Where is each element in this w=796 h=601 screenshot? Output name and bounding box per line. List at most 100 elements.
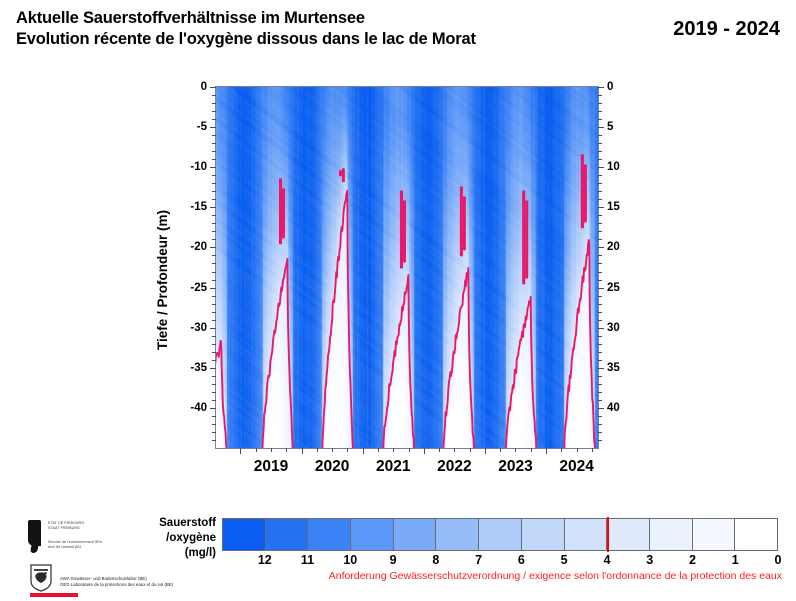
colorbar-tick-label: 2 (688, 553, 696, 567)
x-tick (546, 448, 548, 454)
y-tick-label-right: 30 (607, 321, 620, 334)
y-tick-label-left: 0 (200, 81, 207, 93)
y-tick-left-minor (212, 343, 216, 345)
title-block: Aktuelle Sauerstoffverhältnisse im Murte… (16, 8, 476, 50)
y-tick-left-minor (212, 351, 216, 353)
bern-line2: OED Laboratoire de la protections des ea… (60, 582, 174, 587)
y-tick-right (598, 367, 604, 369)
y-tick-left-minor (212, 119, 216, 121)
y-tick-right-minor (598, 111, 602, 113)
fribourg-line3: Service de l'environnement SEn (48, 540, 103, 544)
bern-shield-icon (30, 564, 52, 592)
x-tick-label: 2024 (559, 458, 594, 475)
y-tick-left (210, 247, 216, 249)
y-tick-right (598, 287, 604, 289)
y-tick-right-minor (598, 375, 602, 377)
colorbar-tick-label: 1 (731, 553, 739, 567)
y-tick-label-left: -5 (196, 121, 207, 134)
contour-filament-2020 (338, 170, 342, 177)
y-tick-left-minor (212, 263, 216, 265)
y-tick-label-right: 40 (607, 401, 620, 414)
contour-wedge-2019 (261, 258, 294, 448)
y-tick-label-right: 0 (607, 81, 614, 93)
y-tick-label-right: 5 (607, 121, 614, 134)
contour-filament-2024 (580, 154, 584, 229)
x-tick-minor (271, 448, 272, 452)
fribourg-logo-dept: Service de l'environnement SEn Amt für U… (48, 540, 102, 550)
colorbar-tick-label: 6 (517, 553, 525, 567)
x-tick-minor (439, 448, 441, 452)
x-tick-label: 2023 (498, 458, 533, 475)
fribourg-logo-names: ETAT DE FRIBOURG STAAT FREIBURG (48, 521, 84, 531)
y-tick-right (598, 87, 604, 88)
x-tick-label: 2021 (375, 458, 411, 475)
contour-wedge-2022 (442, 267, 475, 448)
y-tick-label-left: -40 (190, 401, 207, 414)
y-tick-right-minor (598, 431, 602, 433)
page-title-fr: Evolution récente de l'oxygène dissous d… (16, 30, 476, 48)
y-tick-right (598, 127, 604, 129)
y-tick-right-minor (598, 359, 602, 361)
x-tick-minor (377, 448, 379, 452)
colorbar-tick-label: 12 (257, 553, 272, 567)
contour-wedge-2018-2019 winter (216, 339, 228, 448)
contour-filament-b-2021 (402, 200, 406, 263)
x-tick (484, 448, 486, 454)
y-tick-left-minor (212, 375, 216, 377)
y-tick-right (598, 207, 604, 209)
y-tick-right-minor (598, 271, 602, 273)
y-tick-right-minor (598, 319, 602, 321)
x-tick-minor (347, 448, 349, 452)
x-tick-minor (561, 448, 563, 452)
y-tick-right-minor (598, 135, 602, 137)
y-tick-left-minor (212, 239, 216, 241)
x-tick-minor (332, 448, 334, 452)
year-range-label: 2019 - 2024 (673, 18, 780, 40)
y-tick-left-minor (212, 423, 216, 425)
colorbar-title-line2: (mg/l) (184, 547, 216, 559)
y-tick-left-minor (212, 319, 216, 321)
y-tick-right-minor (598, 191, 602, 193)
y-tick-right-minor (598, 151, 602, 153)
threshold-marker (606, 517, 609, 552)
y-tick-right-minor (598, 223, 602, 225)
y-tick-right-minor (598, 311, 602, 313)
y-tick-label-right: 10 (607, 161, 620, 174)
x-tick-label: 2020 (314, 458, 350, 475)
bern-line1: AWA Gewässer- und Bodenschutzlabor (BE) (60, 576, 147, 581)
x-tick-label: 2022 (437, 458, 472, 475)
y-tick-left-minor (212, 439, 216, 441)
y-tick-right-minor (598, 159, 602, 161)
y-tick-left (210, 407, 216, 409)
y-tick-left (210, 87, 216, 88)
y-tick-label-left: -25 (190, 281, 207, 294)
y-tick-label-left: -10 (190, 161, 207, 174)
y-tick-left-minor (212, 303, 216, 305)
comma-tail-icon (29, 543, 40, 553)
y-tick-label-left: -30 (190, 321, 207, 334)
contour-filament-b-2023 (525, 200, 529, 279)
colorbar-cell (649, 519, 693, 550)
y-tick-right-minor (598, 143, 602, 145)
fribourg-line4: Amt für Umwelt AfU (48, 545, 82, 549)
y-tick-right-minor (598, 383, 602, 385)
x-tick-minor (393, 448, 395, 452)
y-tick-right-minor (598, 119, 602, 121)
y-tick-left-minor (212, 223, 216, 225)
y-tick-right-minor (598, 231, 602, 233)
x-tick-minor (255, 448, 257, 452)
y-tick-left-minor (212, 199, 216, 201)
colorbar-ticks: 12 11 10 9 8 7 6 5 4 3 2 1 0 (222, 553, 782, 569)
y-tick-label-right: 35 (607, 361, 620, 374)
y-tick-left-minor (212, 135, 216, 137)
colorbar-tick-label: 0 (774, 553, 782, 567)
colorbar-tick-label: 3 (646, 553, 654, 567)
x-tick (301, 448, 303, 454)
colorbar-cell (308, 519, 352, 550)
y-tick-left-minor (212, 359, 216, 361)
y-tick-label-left: -20 (190, 241, 207, 254)
y-tick-left-minor (212, 415, 216, 417)
contour-wedge-2020 (321, 189, 354, 448)
contour-overlay (216, 154, 596, 448)
y-tick-right-minor (598, 263, 602, 265)
